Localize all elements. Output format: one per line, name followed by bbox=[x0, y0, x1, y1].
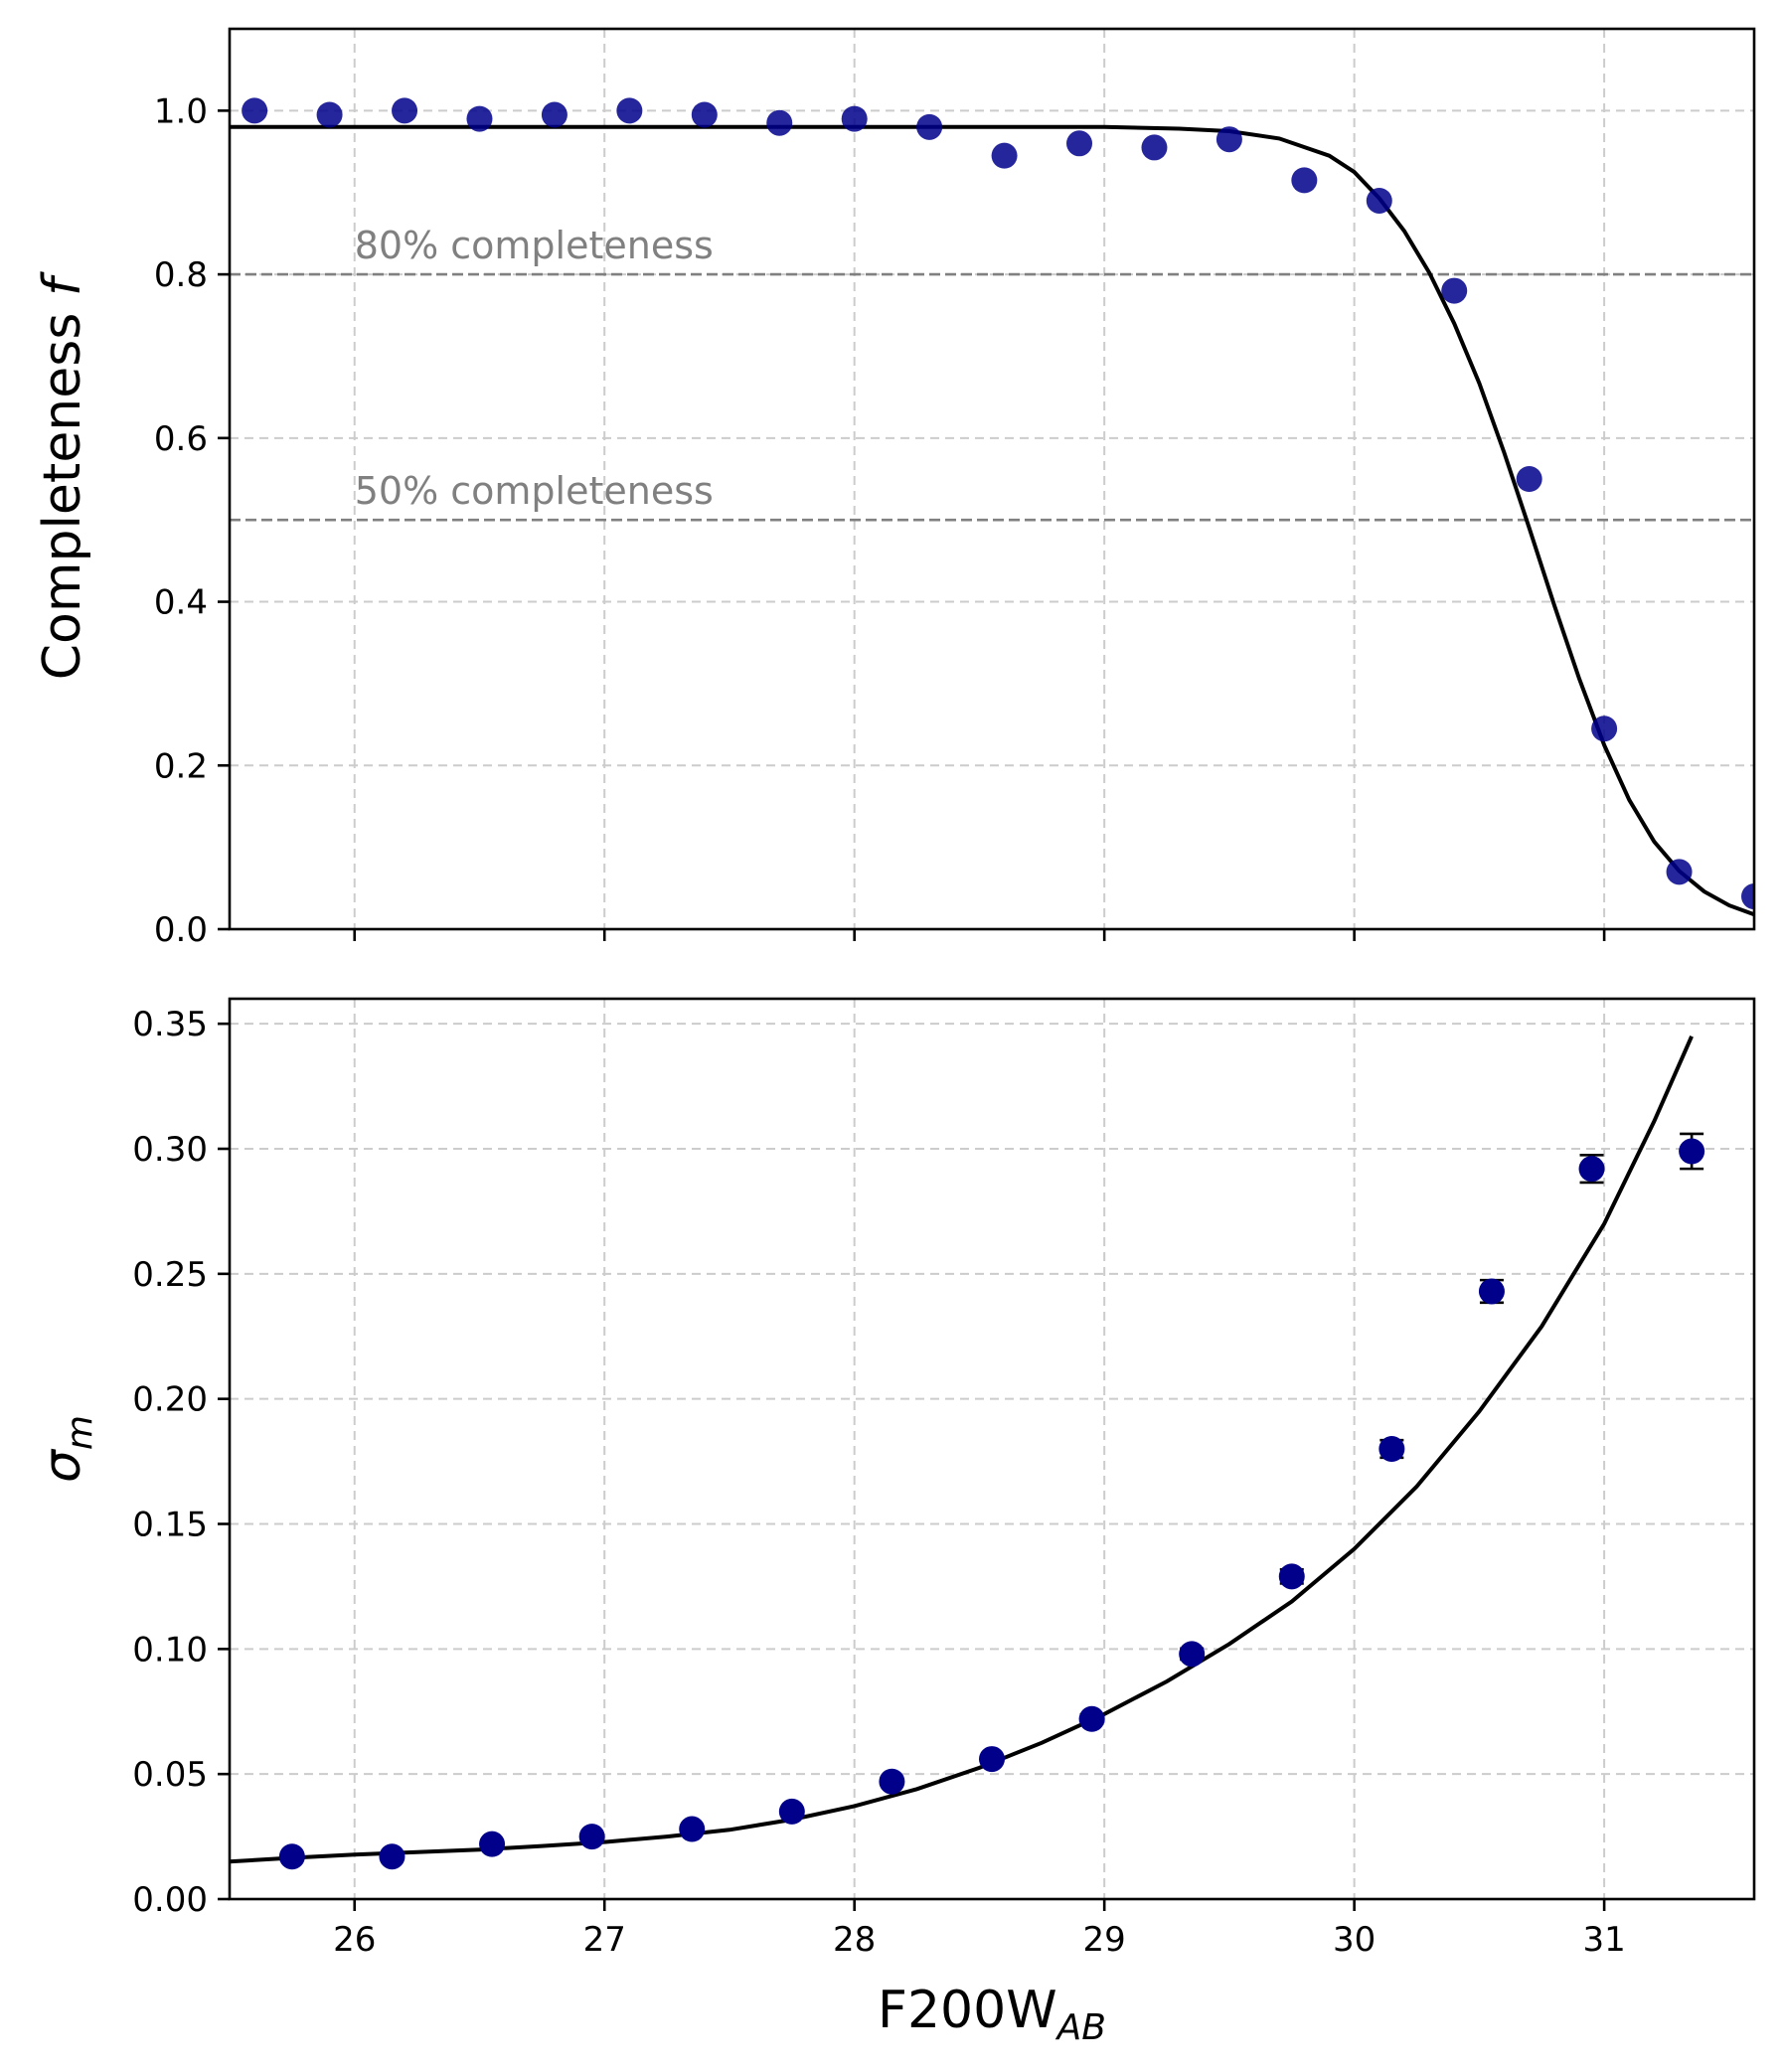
y-axis-label: Completeness f bbox=[33, 271, 92, 680]
data-point bbox=[766, 109, 793, 136]
data-point bbox=[1179, 1641, 1206, 1668]
grid bbox=[230, 999, 1754, 1900]
y-tick-label: 0.05 bbox=[132, 1755, 208, 1795]
y-tick-label: 0.6 bbox=[154, 419, 208, 459]
y-tick-label: 0.10 bbox=[132, 1630, 208, 1670]
reference-line-label: 80% completeness bbox=[355, 224, 714, 267]
data-point bbox=[916, 113, 943, 140]
reference-lines: 80% completeness 50% completeness bbox=[230, 224, 1754, 522]
data-point bbox=[1591, 716, 1618, 742]
data-point bbox=[979, 1746, 1005, 1773]
data-points bbox=[242, 97, 1754, 910]
data-point bbox=[1141, 134, 1168, 161]
x-tick-label: 26 bbox=[333, 1920, 376, 1960]
data-points bbox=[278, 1138, 1705, 1870]
data-point bbox=[1215, 126, 1242, 153]
data-point bbox=[1078, 1705, 1105, 1732]
axes-frame bbox=[228, 27, 1756, 931]
data-point bbox=[1378, 1436, 1405, 1462]
data-point bbox=[1478, 1278, 1505, 1305]
x-tick-label: 30 bbox=[1333, 1920, 1376, 1960]
magnitude-error-panel: 0.000.050.100.150.200.250.300.35 26 27 28 2… bbox=[33, 997, 1756, 2048]
tick-marks bbox=[218, 1022, 1606, 1911]
y-tick-label: 0.20 bbox=[132, 1380, 208, 1420]
y-tick-labels: 0.0 0.2 0.4 0.6 0.8 1.0 bbox=[154, 91, 208, 950]
y-tick-label: 0.8 bbox=[154, 255, 208, 295]
x-tick-label: 28 bbox=[833, 1920, 876, 1960]
data-point bbox=[1066, 130, 1093, 157]
y-tick-label: 1.0 bbox=[154, 91, 208, 131]
fit-curve bbox=[230, 124, 1754, 917]
x-tick-label: 29 bbox=[1083, 1920, 1126, 1960]
data-point bbox=[616, 97, 643, 124]
fit-curve bbox=[230, 1035, 1694, 1864]
data-point bbox=[541, 101, 567, 128]
y-tick-label: 0.35 bbox=[132, 1005, 208, 1044]
y-tick-label: 0.4 bbox=[154, 583, 208, 623]
data-point bbox=[679, 1816, 706, 1842]
reference-line-label: 50% completeness bbox=[355, 469, 714, 513]
data-point bbox=[466, 105, 493, 132]
tick-marks bbox=[218, 109, 1606, 941]
x-tick-labels: 26 27 28 29 30 31 bbox=[333, 1920, 1626, 1960]
data-point bbox=[778, 1798, 805, 1825]
data-point bbox=[1291, 167, 1318, 194]
data-point bbox=[479, 1831, 506, 1857]
data-point bbox=[379, 1843, 405, 1870]
y-tick-label: 0.15 bbox=[132, 1506, 208, 1545]
data-point bbox=[991, 142, 1018, 169]
axes-frame bbox=[228, 997, 1756, 1901]
y-tick-label: 0.00 bbox=[132, 1880, 208, 1920]
data-point bbox=[1516, 466, 1542, 492]
data-point bbox=[1679, 1138, 1705, 1165]
data-point bbox=[1578, 1156, 1605, 1183]
y-tick-label: 0.2 bbox=[154, 746, 208, 786]
data-point bbox=[278, 1843, 305, 1870]
y-tick-label: 0.30 bbox=[132, 1130, 208, 1170]
fit-curve-group bbox=[230, 124, 1754, 917]
data-point bbox=[691, 101, 718, 128]
data-point bbox=[392, 97, 418, 124]
data-point bbox=[1666, 859, 1693, 885]
x-tick-label: 31 bbox=[1582, 1920, 1625, 1960]
y-tick-label: 0.0 bbox=[154, 910, 208, 950]
data-point bbox=[1741, 883, 1754, 910]
y-tick-labels: 0.00 0.05 0.10 0.15 0.20 0.25 0.30 0.35 bbox=[132, 1005, 208, 1920]
fit-curve-group bbox=[230, 1035, 1694, 1864]
y-axis-label: σm bbox=[33, 1415, 100, 1483]
data-point bbox=[316, 101, 343, 128]
data-point bbox=[879, 1768, 905, 1795]
data-point bbox=[578, 1824, 605, 1850]
data-point bbox=[841, 105, 868, 132]
data-point bbox=[1278, 1563, 1305, 1590]
x-tick-label: 27 bbox=[583, 1920, 626, 1960]
x-axis-label: F200WAB bbox=[878, 1981, 1106, 2048]
data-point bbox=[242, 97, 268, 124]
data-point bbox=[1366, 187, 1392, 214]
y-tick-label: 0.25 bbox=[132, 1255, 208, 1295]
data-point bbox=[1441, 277, 1468, 304]
